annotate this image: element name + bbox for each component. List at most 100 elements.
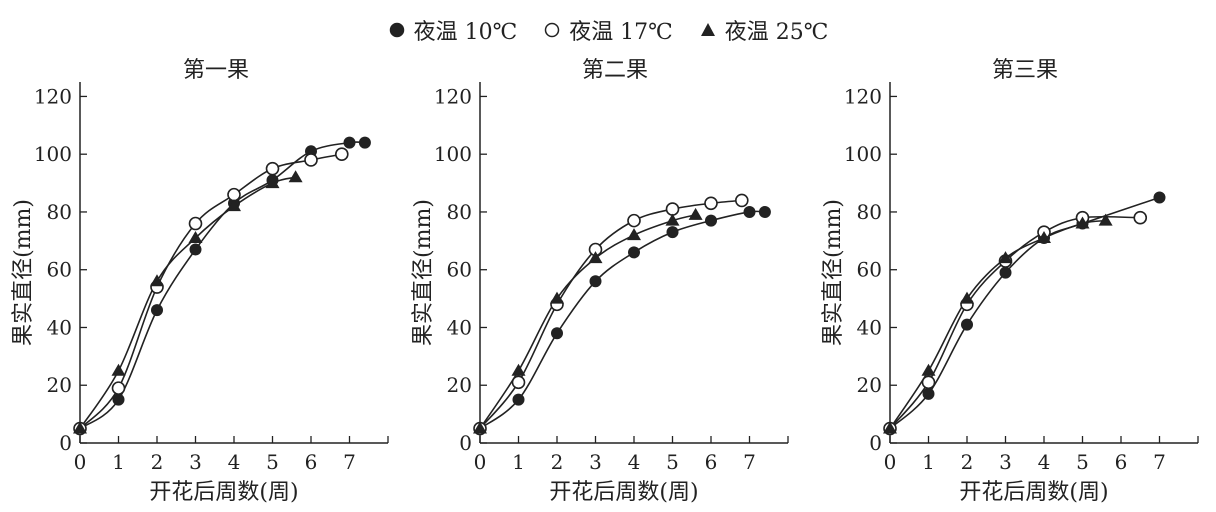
y-tick-label: 0 [59, 431, 72, 455]
data-point-filled-triangle [883, 421, 897, 434]
data-point-open-circle [188, 216, 203, 231]
y-tick-label: 60 [447, 258, 472, 282]
x-tick-label: 6 [705, 450, 718, 474]
y-tick-label: 20 [47, 373, 72, 397]
data-point-filled-circle [358, 136, 371, 149]
x-tick-label: 7 [343, 450, 356, 474]
y-tick-label: 80 [447, 200, 472, 224]
y-tick-label: 120 [844, 84, 882, 108]
chart-title: 第三果 [992, 58, 1058, 83]
x-tick-label: 7 [743, 450, 756, 474]
legend-item-10c: 夜温 10℃ [388, 14, 518, 46]
data-point-open-circle [1133, 210, 1148, 225]
chart-panel-2: 第二果 0 20 40 60 80 100 120 0 1 2 3 4 5 6 7 开花后周数(周) 果实直径(m… [411, 58, 789, 505]
data-point-filled-triangle [1037, 230, 1051, 243]
data-point-filled-triangle [665, 213, 680, 226]
legend-item-17c: 夜温 17℃ [543, 14, 673, 46]
y-tick-label: 100 [844, 142, 882, 166]
data-point-filled-circle [343, 136, 356, 149]
x-tick-label: 4 [228, 450, 241, 474]
x-tick-label: 6 [305, 450, 318, 474]
x-tick-label: 4 [628, 450, 641, 474]
data-point-filled-triangle [227, 199, 241, 212]
x-tick-label: 4 [1038, 450, 1051, 474]
x-tick-label: 5 [666, 450, 679, 474]
data-point-filled-triangle [188, 230, 203, 243]
y-tick-label: 0 [459, 431, 472, 455]
data-point-filled-circle [151, 304, 163, 317]
y-tick-label: 40 [47, 315, 72, 339]
y-tick-label: 100 [434, 142, 472, 166]
data-point-filled-triangle [1075, 216, 1090, 229]
data-point-filled-circle [1153, 191, 1166, 204]
chart-title: 第二果 [582, 58, 648, 83]
data-point-open-circle [111, 381, 126, 395]
data-point-filled-circle [666, 226, 679, 239]
data-point-filled-circle [189, 243, 202, 256]
data-point-filled-circle [551, 327, 563, 340]
y-axis-label: 果实直径(mm) [821, 199, 846, 346]
data-point-open-circle [227, 187, 241, 202]
legend-label-25c: 夜温 25℃ [724, 20, 829, 45]
legend-item-25c: 夜温 25℃ [699, 14, 829, 46]
y-tick-label: 80 [47, 200, 72, 224]
x-tick-label: 3 [189, 450, 202, 474]
data-point-open-circle [734, 193, 749, 208]
data-point-filled-triangle [150, 274, 164, 287]
y-axis-label: 果实直径(mm) [411, 199, 436, 346]
chart-panel-1: 第一果 0 20 40 60 80 100 120 0 1 2 3 4 5 6 7 开花后周数(周) 果实直径(m… [11, 58, 389, 505]
data-point-filled-triangle [265, 176, 280, 189]
data-point-filled-triangle [998, 251, 1013, 264]
legend: 夜温 10℃ 夜温 17℃ 夜温 25℃ [0, 12, 1216, 48]
y-tick-label: 60 [857, 258, 882, 282]
x-tick-label: 1 [512, 450, 525, 474]
data-point-filled-triangle [111, 363, 126, 376]
x-tick-label: 2 [961, 450, 974, 474]
x-axis-label: 开花后周数(周) [149, 480, 298, 505]
data-point-open-circle [627, 213, 641, 228]
series-line-3 [889, 219, 1106, 430]
data-point-open-circle [265, 161, 280, 176]
x-tick-label: 6 [1115, 450, 1128, 474]
y-tick-label: 0 [869, 431, 882, 455]
data-point-open-circle [665, 202, 680, 216]
data-point-filled-circle [512, 393, 525, 406]
y-axis-label: 果实直径(mm) [11, 199, 36, 346]
data-point-filled-triangle [473, 421, 487, 434]
x-tick-label: 0 [474, 450, 487, 474]
x-tick-label: 3 [589, 450, 602, 474]
data-point-filled-triangle [921, 363, 936, 376]
data-point-open-circle [704, 196, 718, 211]
y-tick-label: 100 [34, 142, 72, 166]
x-tick-label: 0 [884, 450, 897, 474]
x-tick-label: 0 [74, 450, 87, 474]
chart-panel-3: 第三果 0 20 40 60 80 100 120 0 1 2 3 4 5 6 7 开花后周数(周) 果实直径(m… [821, 58, 1199, 505]
data-point-filled-circle [743, 205, 756, 218]
x-tick-label: 3 [999, 450, 1012, 474]
legend-label-17c: 夜温 17℃ [569, 20, 673, 45]
data-point-open-circle [334, 147, 349, 161]
y-tick-label: 120 [34, 84, 72, 108]
data-point-filled-circle [589, 275, 602, 288]
x-axis-label: 开花后周数(周) [549, 480, 698, 505]
data-point-filled-circle [999, 266, 1012, 279]
x-tick-label: 5 [1076, 450, 1089, 474]
data-point-filled-circle [758, 205, 771, 218]
y-tick-label: 80 [857, 200, 882, 224]
data-point-filled-circle [112, 393, 125, 406]
y-tick-label: 60 [47, 258, 72, 282]
legend-label-10c: 夜温 10℃ [413, 20, 518, 45]
data-point-filled-circle [628, 246, 640, 259]
data-point-filled-circle [961, 318, 973, 331]
data-point-filled-triangle [73, 421, 87, 434]
x-tick-label: 1 [922, 450, 935, 474]
filled-triangle-marker-icon [700, 23, 715, 36]
data-point-filled-triangle [511, 363, 526, 376]
x-axis-label: 开花后周数(周) [959, 480, 1108, 505]
chart-title: 第一果 [183, 58, 249, 83]
y-tick-label: 40 [447, 315, 472, 339]
data-point-open-circle [921, 375, 936, 390]
data-point-filled-triangle [1098, 213, 1113, 226]
data-point-filled-triangle [588, 251, 603, 264]
